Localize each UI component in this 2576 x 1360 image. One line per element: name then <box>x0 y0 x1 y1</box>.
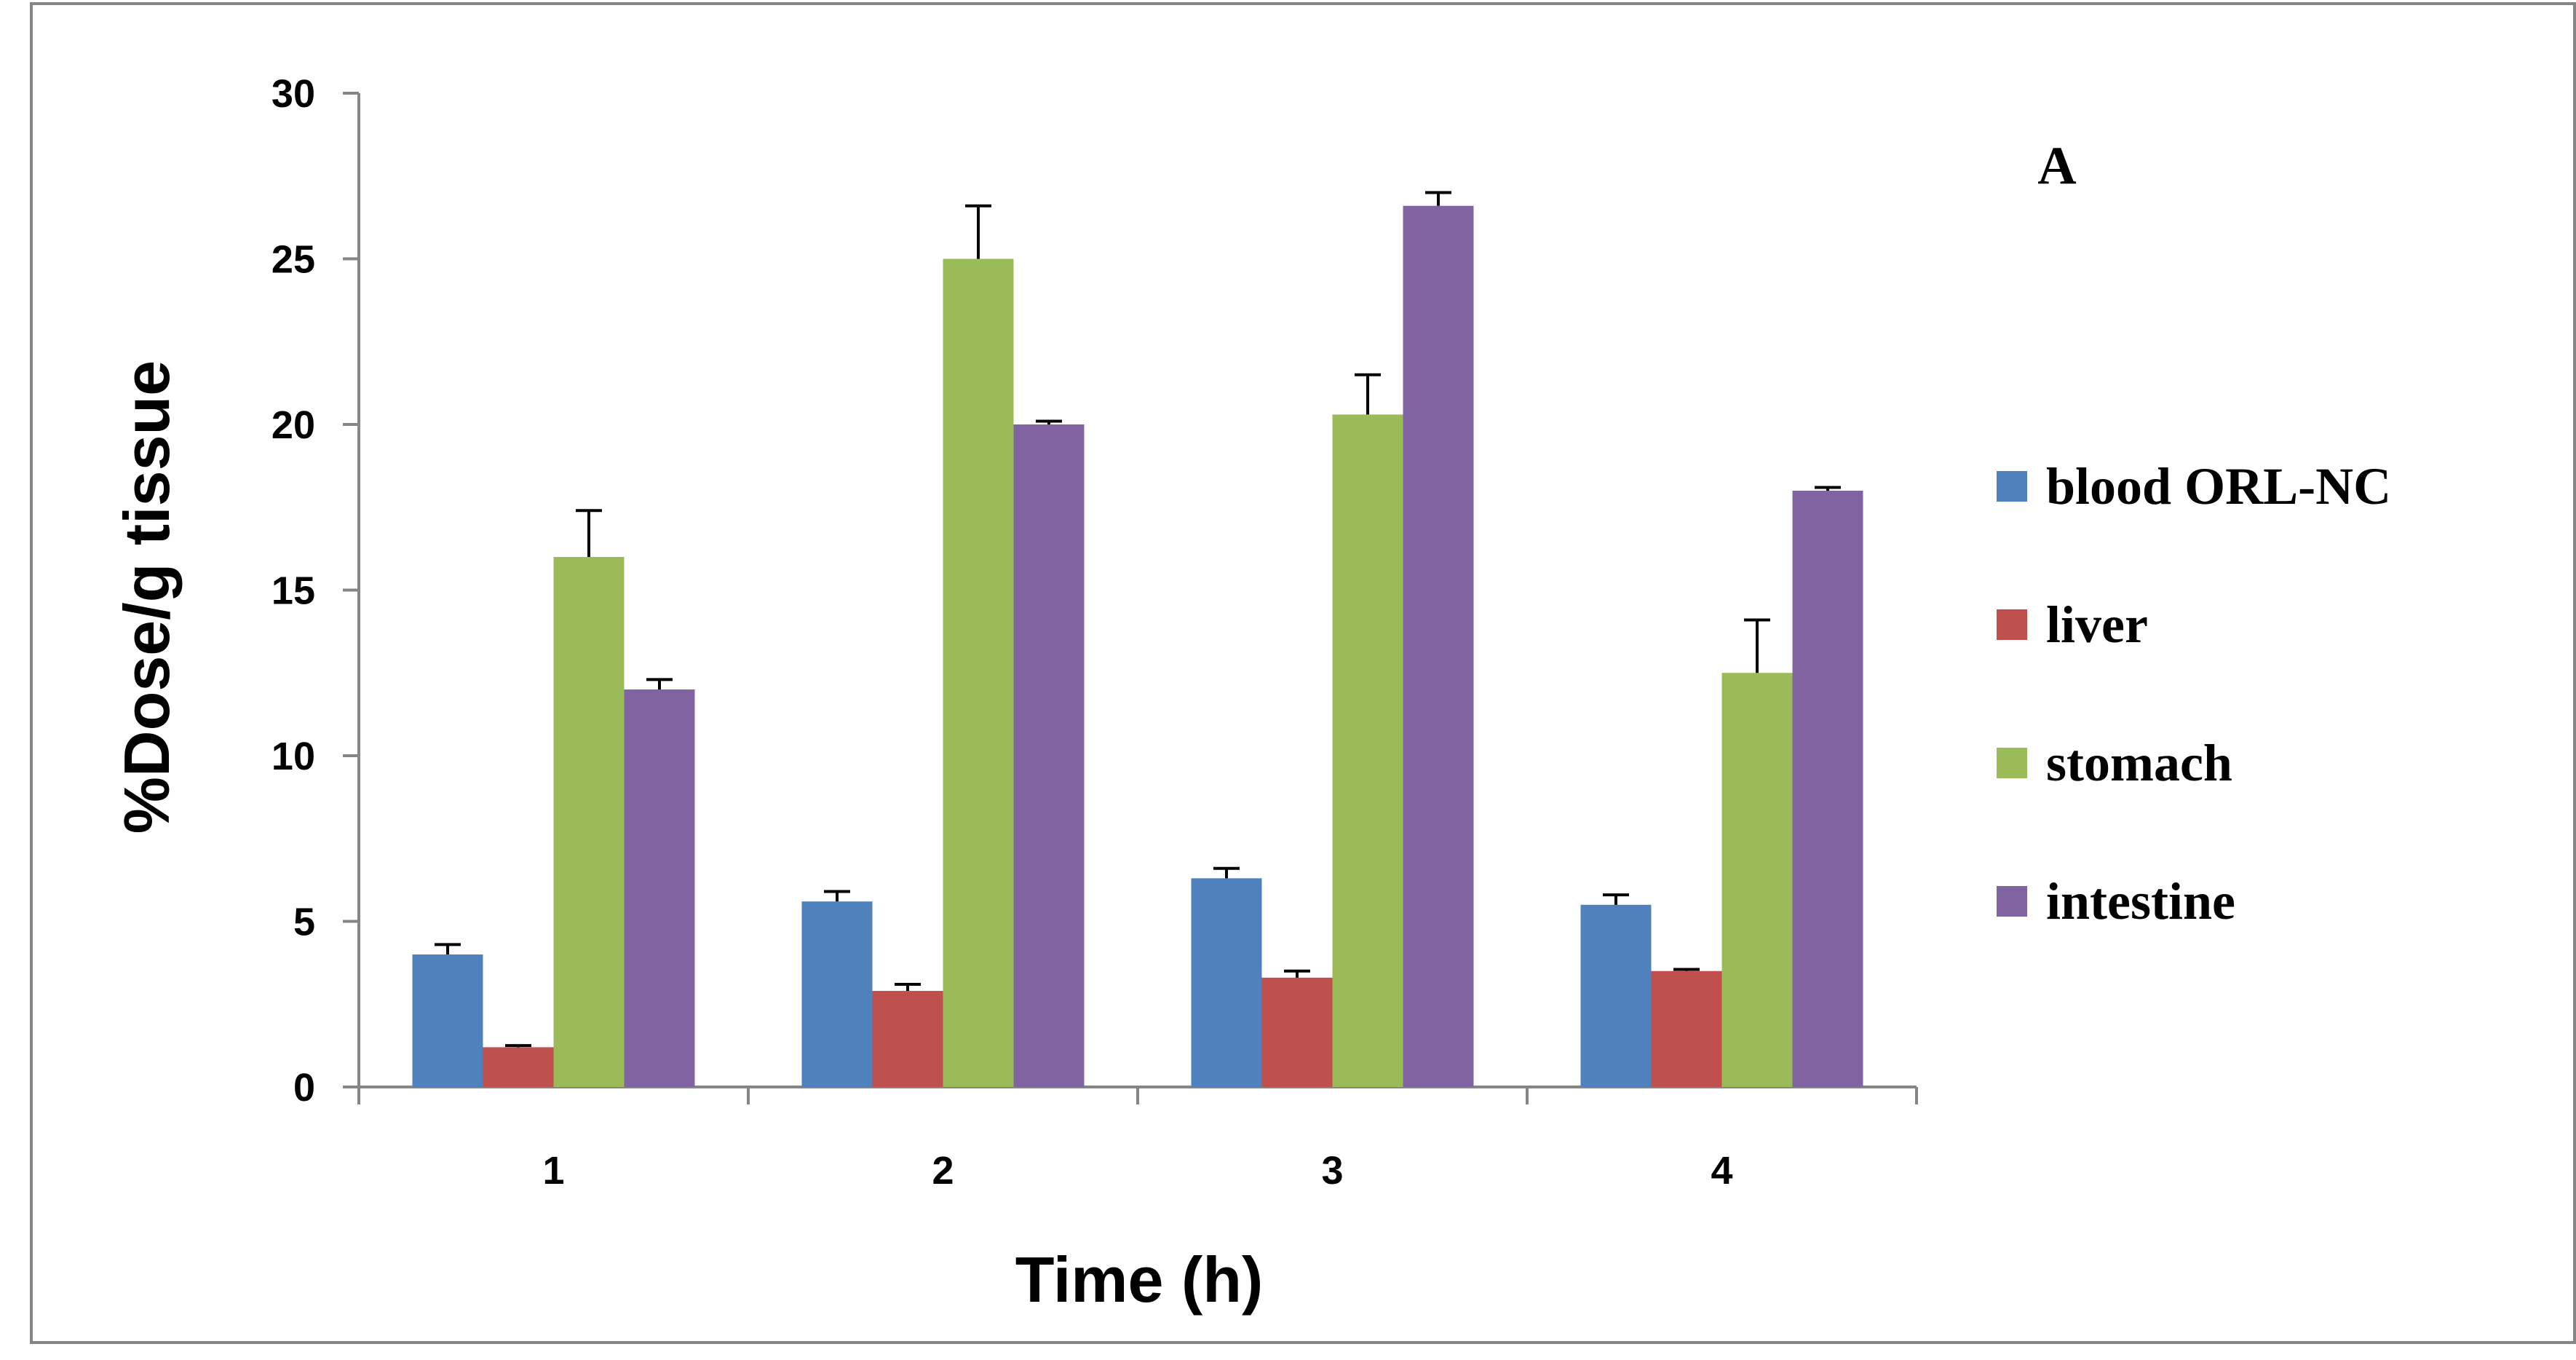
x-axis: 1 2 3 4 <box>357 1086 1918 1193</box>
legend-label: blood ORL-NC <box>2046 457 2391 515</box>
legend-swatch <box>1997 609 2027 640</box>
legend: blood ORL-NC liver stomach intestine <box>1997 457 2391 930</box>
bar-stomach-2 <box>943 258 1014 1087</box>
y-tick-label: 30 <box>272 72 315 116</box>
panel-label: A <box>2037 136 2076 196</box>
y-axis-title: %Dose/g tissue <box>111 360 183 834</box>
y-tick-label: 0 <box>293 1066 315 1110</box>
bar-stomach-1 <box>553 557 625 1087</box>
bar-stomach-3 <box>1332 414 1403 1087</box>
legend-label: stomach <box>2046 734 2232 792</box>
bars <box>412 205 1863 1088</box>
bar-liver-1 <box>483 1047 554 1087</box>
x-tick-label: 4 <box>1711 1149 1732 1193</box>
legend-swatch <box>1997 748 2027 778</box>
bar-blood-orl-nc-3 <box>1191 878 1262 1087</box>
x-tick-label: 3 <box>1321 1149 1343 1193</box>
error-bars <box>435 191 1841 1048</box>
y-tick-label: 25 <box>272 238 315 282</box>
y-axis: 0 5 10 15 20 25 30 <box>272 72 360 1110</box>
y-tick-label: 20 <box>272 403 315 447</box>
bar-intestine-2 <box>1013 424 1085 1087</box>
y-tick-label: 15 <box>272 569 315 613</box>
x-tick-label: 2 <box>932 1149 954 1193</box>
bar-liver-4 <box>1651 970 1722 1087</box>
legend-label: intestine <box>2046 872 2235 930</box>
bar-liver-2 <box>872 991 943 1087</box>
chart-border <box>30 2 2576 1344</box>
legend-swatch <box>1997 471 2027 502</box>
bar-blood-orl-nc-2 <box>801 901 873 1087</box>
bar-intestine-1 <box>624 689 695 1087</box>
legend-swatch <box>1997 886 2027 917</box>
y-tick-label: 10 <box>272 735 315 778</box>
bar-intestine-3 <box>1403 205 1474 1088</box>
bar-blood-orl-nc-1 <box>412 954 483 1087</box>
bar-intestine-4 <box>1792 491 1863 1087</box>
y-tick-label: 5 <box>293 901 315 944</box>
legend-label: liver <box>2046 596 2148 654</box>
bar-stomach-4 <box>1721 673 1793 1087</box>
x-axis-title: Time (h) <box>1015 1244 1264 1316</box>
bar-blood-orl-nc-4 <box>1580 904 1652 1087</box>
bar-liver-3 <box>1261 977 1333 1087</box>
x-tick-label: 1 <box>542 1149 564 1193</box>
